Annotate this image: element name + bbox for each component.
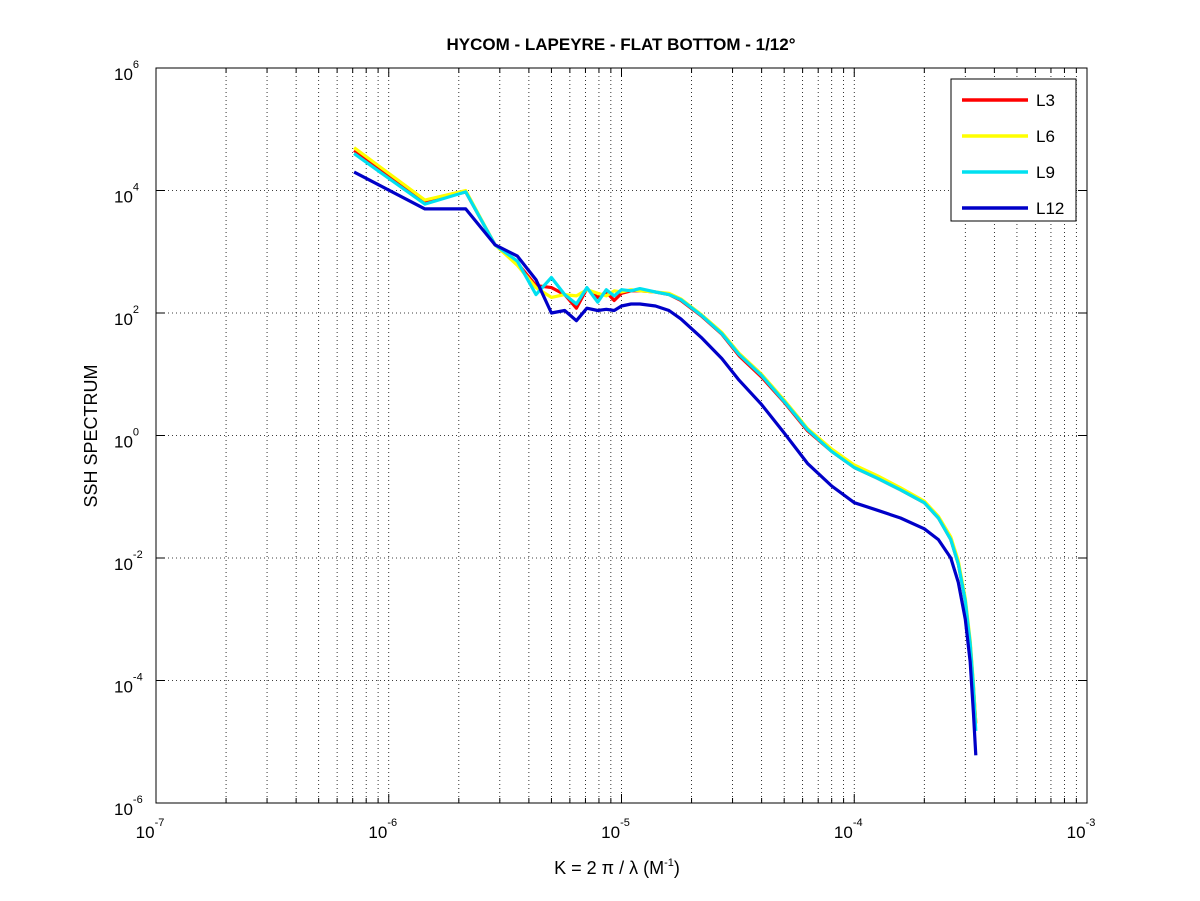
chart-title: HYCOM - LAPEYRE - FLAT BOTTOM - 1/12° — [446, 35, 795, 54]
series-group — [353, 146, 978, 756]
y-tick-labels: 106 104 102 100 10-2 10-4 10-6 — [114, 59, 143, 819]
x-axis-label: K = 2 π / λ (M-1) — [554, 857, 680, 878]
legend-box — [950, 78, 1077, 222]
y-tick-label: 102 — [114, 304, 139, 329]
y-tick-label: 10-4 — [114, 672, 143, 697]
x-tick-labels: 10-7 10-6 10-5 10-4 10-3 — [136, 817, 1096, 842]
x-tick-label: 10-5 — [601, 817, 630, 842]
grid — [156, 68, 1087, 803]
x-tick-label: 10-3 — [1067, 817, 1096, 842]
x-tick-label: 10-7 — [136, 817, 165, 842]
y-axis-label: SSH SPECTRUM — [81, 364, 101, 507]
y-tick-label: 10-2 — [114, 549, 143, 574]
legend-label-l6: L6 — [1036, 127, 1055, 146]
x-tick-label: 10-4 — [834, 817, 863, 842]
series-line-l12 — [353, 170, 978, 756]
y-tick-label: 106 — [114, 59, 139, 84]
legend-label-l9: L9 — [1036, 163, 1055, 182]
legend: L3 L6 L9 L12 — [950, 78, 1077, 222]
y-tick-label: 10-6 — [114, 794, 143, 819]
x-axis-label-main: K = 2 π / λ (M — [554, 858, 664, 878]
x-axis-label-close: ) — [674, 858, 680, 878]
x-axis-label-exponent: -1 — [664, 857, 674, 869]
series-line-l9 — [353, 152, 978, 732]
y-tick-label: 100 — [114, 427, 139, 452]
y-tick-label: 104 — [114, 182, 139, 207]
axis-ticks — [155, 67, 1087, 804]
legend-label-l3: L3 — [1036, 91, 1055, 110]
x-tick-label: 10-6 — [368, 817, 397, 842]
legend-label-l12: L12 — [1036, 199, 1064, 218]
